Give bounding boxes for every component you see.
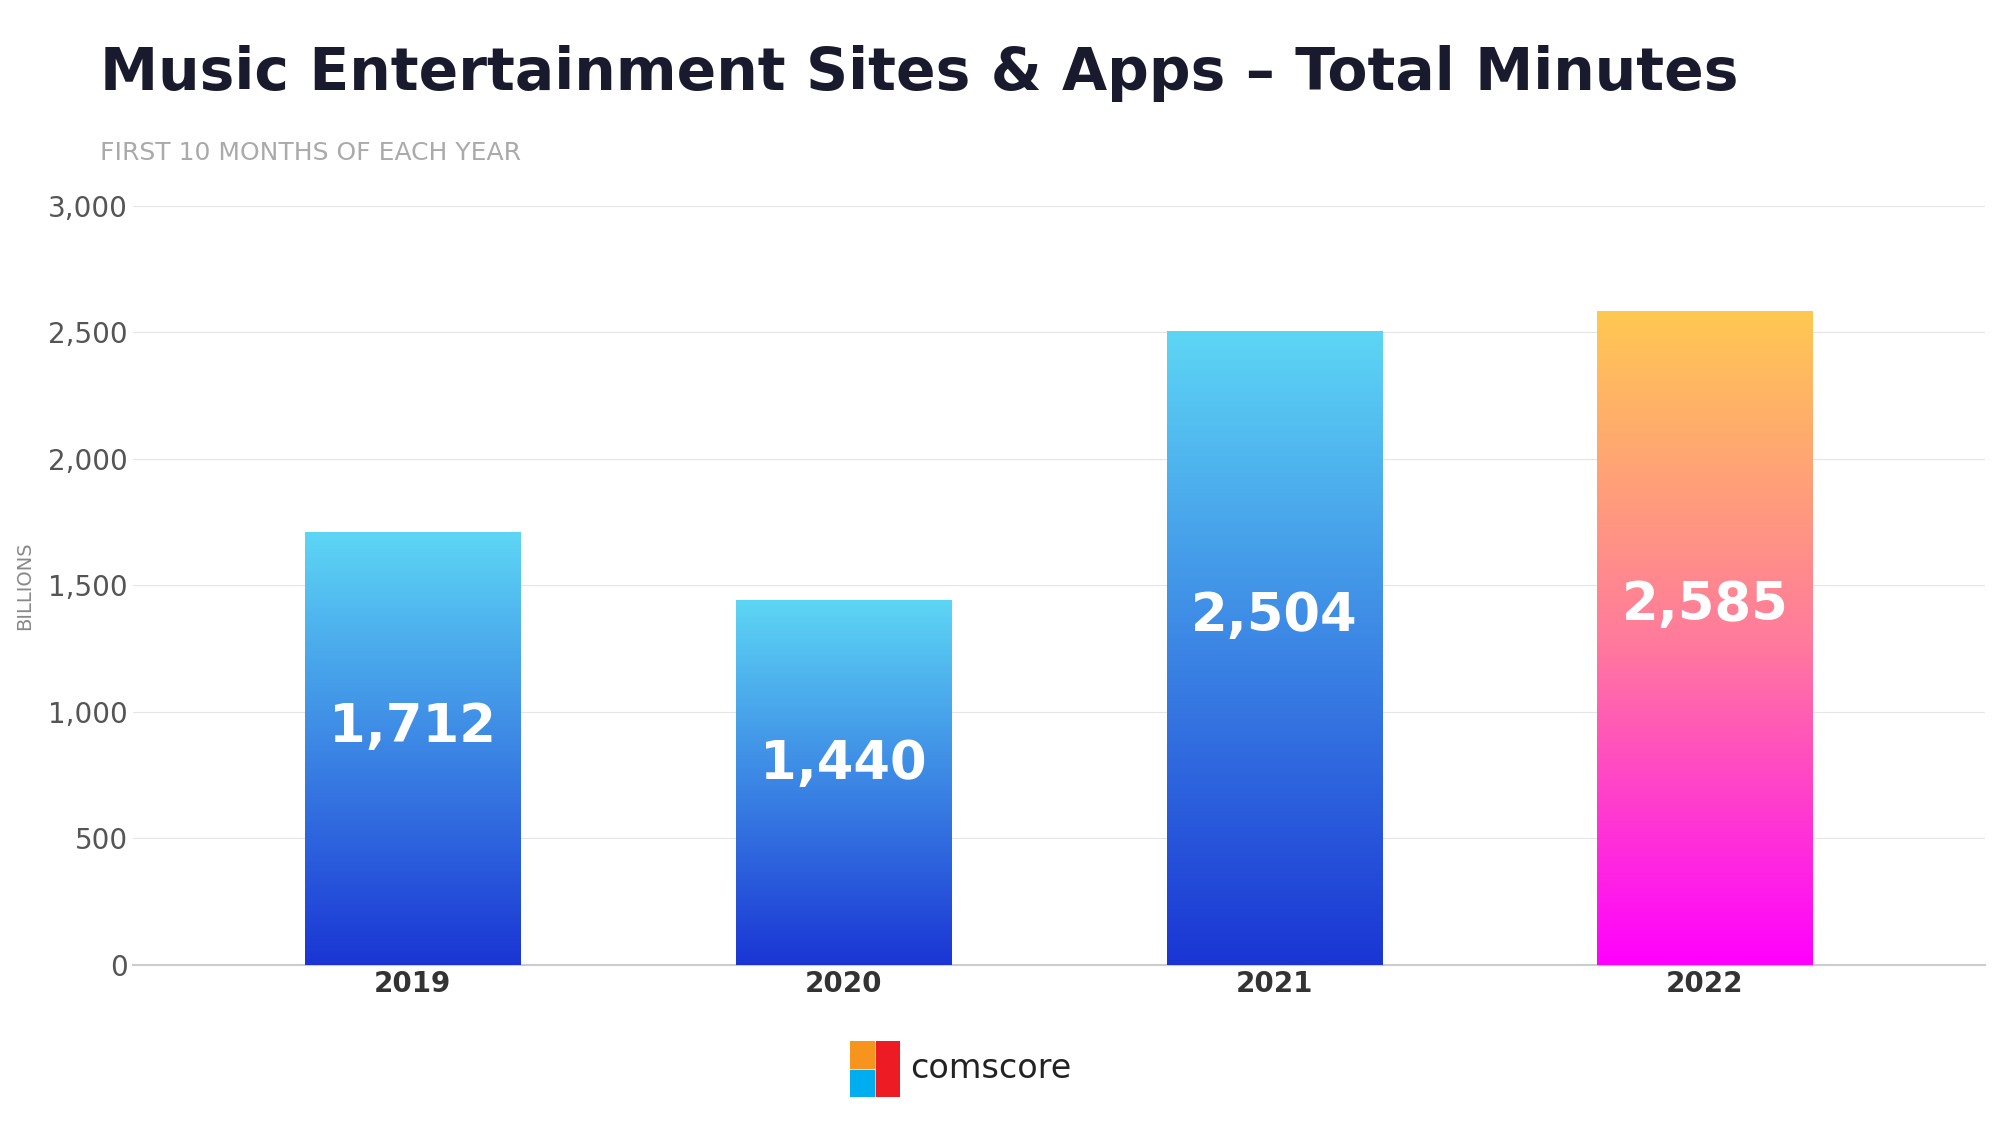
- Text: Music Entertainment Sites & Apps – Total Minutes: Music Entertainment Sites & Apps – Total…: [100, 45, 1738, 102]
- Text: 2,504: 2,504: [1190, 591, 1358, 642]
- Bar: [850, 1041, 874, 1068]
- Text: comscore: comscore: [910, 1052, 1072, 1086]
- Text: FIRST 10 MONTHS OF EACH YEAR: FIRST 10 MONTHS OF EACH YEAR: [100, 141, 520, 164]
- Text: 1,712: 1,712: [330, 701, 496, 753]
- Bar: [850, 1070, 874, 1097]
- Text: 1,440: 1,440: [760, 738, 926, 791]
- Bar: [876, 1041, 900, 1097]
- Y-axis label: BILLIONS: BILLIONS: [16, 541, 34, 630]
- Text: 2,585: 2,585: [1622, 579, 1788, 631]
